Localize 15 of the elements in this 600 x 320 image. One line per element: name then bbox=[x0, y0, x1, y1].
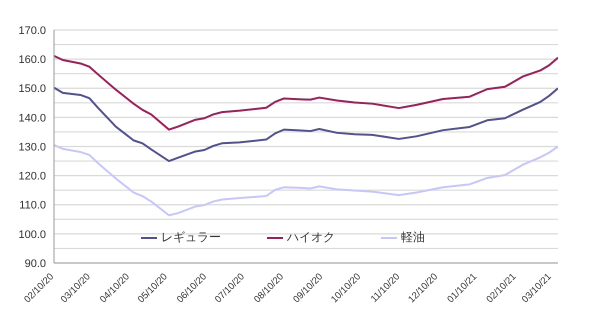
y-tick-label: 110.0 bbox=[19, 200, 46, 212]
y-tick-label: 90.0 bbox=[24, 258, 46, 270]
y-tick-label: 160.0 bbox=[18, 54, 46, 66]
y-tick-label: 170.0 bbox=[18, 24, 46, 37]
legend-label: レギュラー bbox=[161, 230, 221, 244]
line-series bbox=[54, 144, 558, 216]
line-series bbox=[54, 54, 558, 131]
legend-label: ハイオク bbox=[287, 230, 335, 244]
line-series bbox=[54, 86, 558, 162]
y-tick-label: 100.0 bbox=[18, 228, 46, 241]
y-tick-label: 140.0 bbox=[18, 112, 46, 124]
y-tick-label: 150.0 bbox=[18, 83, 46, 96]
legend-label: 軽油 bbox=[401, 230, 425, 244]
y-tick-label: 120.0 bbox=[18, 170, 46, 183]
y-tick-label: 130.0 bbox=[18, 141, 46, 154]
